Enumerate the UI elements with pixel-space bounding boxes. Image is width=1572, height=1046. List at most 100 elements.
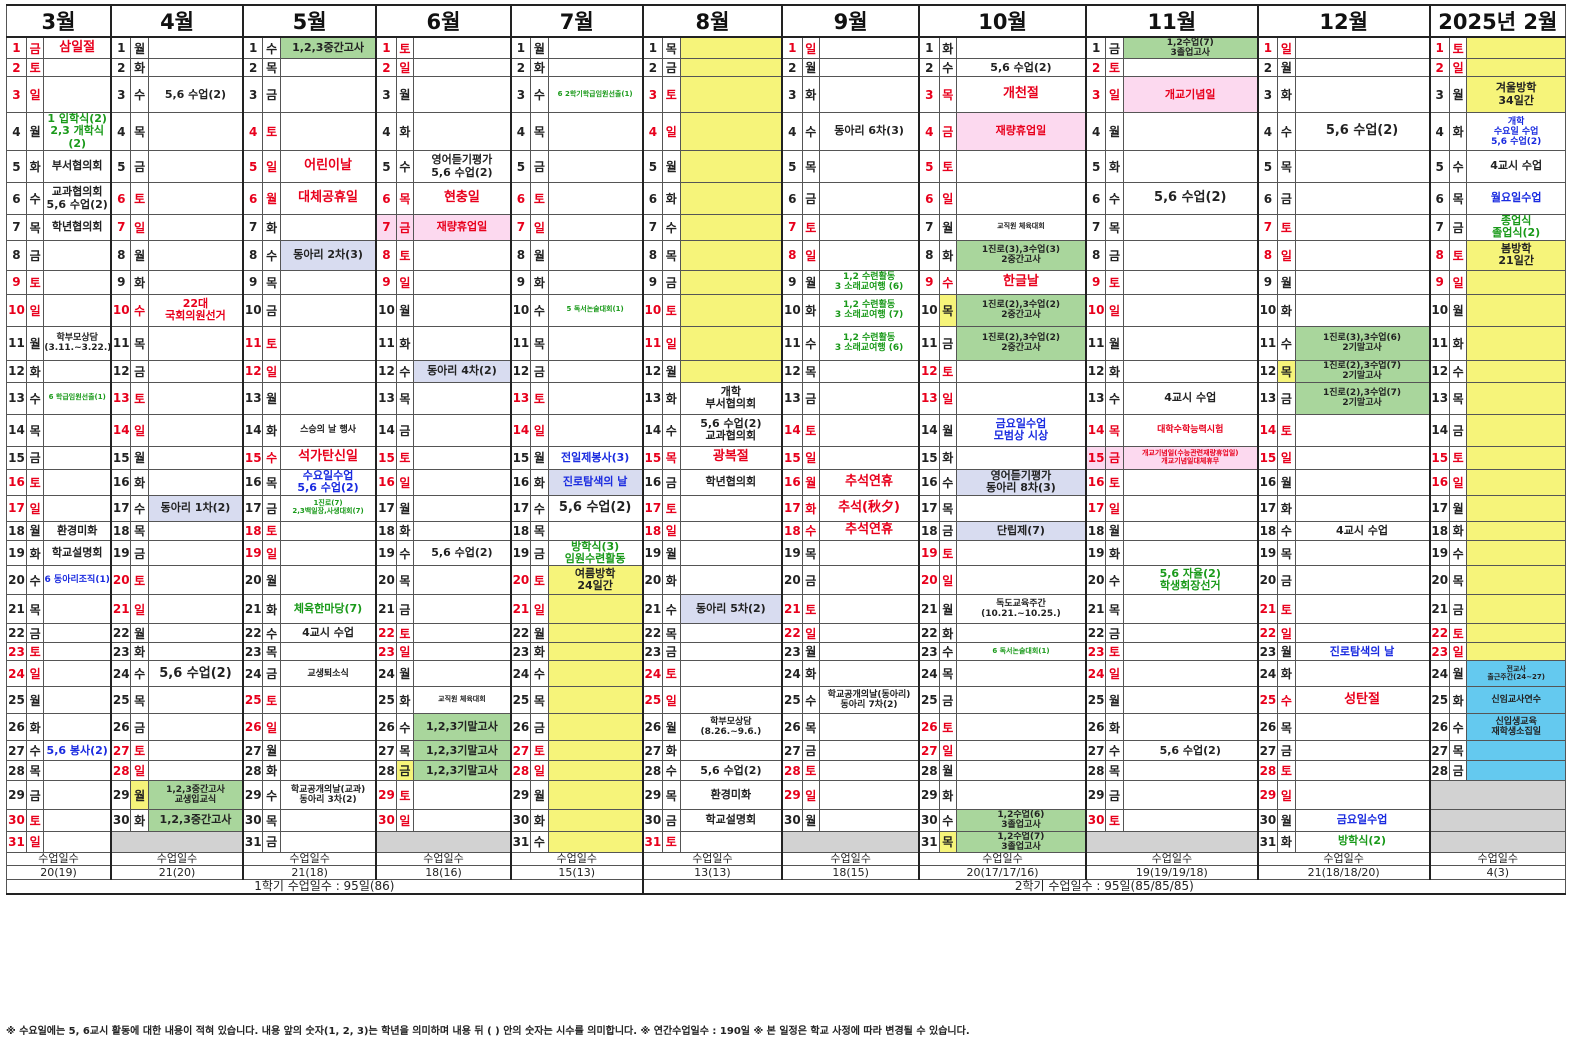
- weekday: 일: [801, 445, 820, 470]
- day-number: 11: [918, 325, 940, 361]
- event-text: 동아리 5차(2): [696, 602, 766, 616]
- weekday: 화: [262, 413, 281, 447]
- event-text: 현충일: [443, 190, 480, 206]
- event-text: 1진로(2),3수업(7) 2기말고사: [1323, 361, 1402, 382]
- day-number: 7: [1256, 214, 1279, 241]
- weekday: 금: [662, 642, 681, 662]
- weekday: 수: [801, 112, 820, 152]
- day-number: 7: [509, 214, 532, 241]
- day-number: 2: [1084, 58, 1107, 78]
- day-row: 16 토 16 화 16 목 수요일수업 5,6 수업(2) 16 일 16 화 진로탐색의 날 16 금…: [6, 468, 1566, 496]
- day-number: 1: [110, 36, 132, 60]
- event-text: 광복절: [712, 449, 749, 465]
- event-text: 학교공개의날(동아리) 동아리 7차(2): [827, 690, 911, 711]
- weekday: 일: [130, 760, 149, 782]
- day-number: 13: [242, 381, 264, 415]
- weekday: 일: [1277, 239, 1296, 271]
- day-number: 11: [110, 325, 132, 361]
- event-cell: [147, 325, 244, 361]
- weekday: 목: [530, 686, 549, 715]
- event-cell: [147, 686, 244, 715]
- day-number: 13: [110, 381, 132, 415]
- day-number: 15: [6, 445, 27, 470]
- weekday: 금: [801, 381, 820, 415]
- event-cell: [1294, 780, 1431, 811]
- weekday: 화: [938, 36, 957, 60]
- day-number: 29: [6, 780, 27, 811]
- day-number: 18: [509, 520, 532, 541]
- day-number: 10: [781, 293, 803, 327]
- weekday: 목: [25, 214, 45, 241]
- event-cell: 수요일수업 5,6 수업(2): [279, 468, 377, 496]
- day-number: 6: [1256, 182, 1279, 216]
- day-row: 14 목 14 일 14 화 스승의 날 행사 14 금 14 일 14 수 5,6 수업(2) 교과협의…: [6, 413, 1566, 447]
- day-number: 31: [6, 830, 27, 853]
- event-cell: [1466, 539, 1566, 567]
- weekday: 토: [662, 660, 681, 688]
- event-cell: 1진로(3),3수업(3) 2중간고사: [955, 239, 1087, 271]
- event-cell: [1294, 293, 1431, 327]
- event-cell: [1122, 623, 1259, 644]
- day-number: 15: [918, 445, 940, 470]
- event-cell: [547, 112, 644, 152]
- day-number: 4: [641, 112, 664, 152]
- weekday: 화: [530, 809, 549, 832]
- weekday: 토: [1105, 809, 1124, 832]
- event-cell: [818, 780, 920, 811]
- day-number: 14: [781, 413, 803, 447]
- day-number: 3: [641, 76, 664, 114]
- weekday: 금: [938, 112, 957, 152]
- event-cell: [1122, 539, 1259, 567]
- event-text: 삼일절: [59, 39, 96, 55]
- event-cell: [818, 539, 920, 567]
- day-number: 9: [242, 269, 264, 295]
- event-cell: 대학수학능력시험: [1122, 413, 1259, 447]
- weekday: 일: [1277, 445, 1296, 470]
- day-number: 19: [375, 539, 397, 567]
- event-cell: [547, 359, 644, 383]
- day-number: 6: [781, 182, 803, 216]
- day-number: 2: [509, 58, 532, 78]
- weekday: 토: [801, 594, 820, 625]
- event-cell: [679, 565, 783, 596]
- event-cell: [1122, 214, 1259, 241]
- day-number: 5: [375, 150, 397, 184]
- weekday: 토: [395, 780, 415, 811]
- weekday: 일: [1105, 494, 1124, 522]
- event-text: 1,2,3기말고사: [425, 763, 498, 777]
- event-cell: [679, 150, 783, 184]
- weekday: 일: [530, 760, 549, 782]
- event-text: 부서협의회: [51, 159, 103, 173]
- day-number: 16: [509, 468, 532, 496]
- weekday: 금: [1448, 760, 1468, 782]
- day-number: 18: [375, 520, 397, 541]
- weekday: 목: [262, 269, 281, 295]
- event-cell: [818, 565, 920, 596]
- event-cell: [279, 325, 377, 361]
- event-cell: [147, 713, 244, 742]
- weekday: 일: [262, 713, 281, 742]
- day-number: 29: [110, 780, 132, 811]
- event-cell: [679, 269, 783, 295]
- day-number: 9: [1084, 269, 1107, 295]
- event-text: 스승의 날 행사: [300, 425, 357, 436]
- weekday: 목: [938, 494, 957, 522]
- event-cell: [1466, 413, 1566, 447]
- day-number: 15: [110, 445, 132, 470]
- weekday: 목: [1277, 713, 1296, 742]
- weekday: 금: [530, 150, 549, 184]
- day-number: 18: [781, 520, 803, 541]
- class-days-label-row: 수업일수 수업일수 수업일수 수업일수 수업일수 수업일수 수업일수 수업일수 수업일수 수업일수…: [6, 851, 1566, 866]
- day-number: 1: [509, 36, 532, 60]
- event-cell: 개교기념일(수능관련재량휴업일) 개교기념일대체휴무: [1122, 445, 1259, 470]
- day-number: 12: [1256, 359, 1279, 383]
- event-cell: [679, 686, 783, 715]
- event-text: 6 2학기학급임원선출(1): [557, 89, 633, 98]
- weekday: 토: [1105, 642, 1124, 662]
- event-text: 5,6 수업(2): [159, 665, 232, 681]
- event-cell: [147, 623, 244, 644]
- day-number: 12: [1428, 359, 1450, 383]
- event-cell: [547, 413, 644, 447]
- event-cell: 동아리 2차(3): [279, 239, 377, 271]
- weekday: 금: [662, 269, 681, 295]
